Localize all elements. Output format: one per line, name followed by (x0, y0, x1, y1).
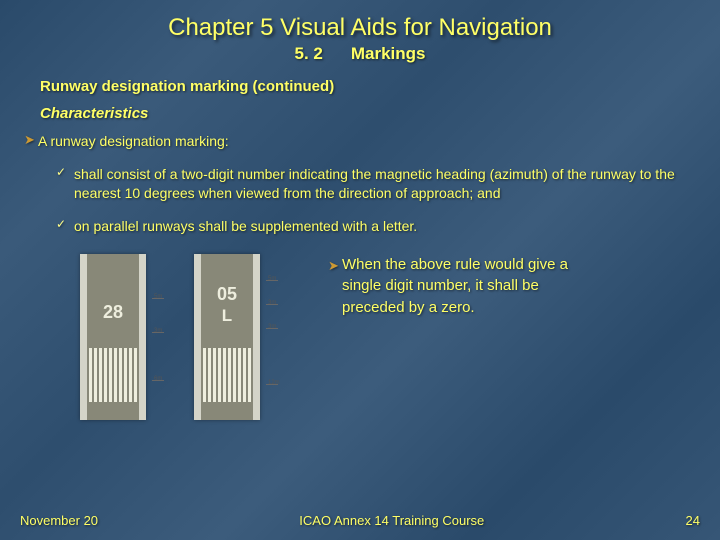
threshold-stripes (203, 348, 251, 402)
runway-right: 05L (194, 254, 260, 420)
runway-letter: L (194, 306, 260, 326)
runway-right-group: 05L 5m 3m 3m 12m (194, 254, 280, 420)
right-note: ➤ When the above rule would give a singl… (328, 254, 598, 319)
section-label: Markings (351, 44, 426, 63)
chapter-title: Chapter 5 Visual Aids for Navigation (20, 14, 700, 42)
bullet-level1: ➤ A runway designation marking: (24, 132, 700, 151)
ruler-label: 5m (154, 294, 162, 300)
threshold-stripes (89, 348, 137, 402)
check-icon: ✓ (56, 165, 74, 179)
section-number: 5. 2 (295, 44, 323, 63)
ruler-label: 3m (268, 300, 276, 306)
ruler-left: 5m 3m 6m (152, 254, 166, 420)
ruler-label: 12m (268, 380, 280, 386)
ruler-label: 3m (268, 324, 276, 330)
bullet-level2: ✓ on parallel runways shall be supplemen… (56, 217, 700, 236)
check-icon: ✓ (56, 217, 74, 231)
main-bullet-text: A runway designation marking: (38, 132, 229, 151)
arrow-icon: ➤ (328, 258, 342, 274)
right-note-text: When the above rule would give a single … (342, 254, 598, 319)
runway-number: 05 (194, 284, 260, 305)
runway-diagram-row: 28 5m 3m 6m 05L 5m 3m 3m 12m ➤ When the above… (80, 254, 700, 420)
bullet-level2: ✓ shall consist of a two-digit number in… (56, 165, 700, 203)
ruler-label: 3m (154, 328, 162, 334)
ruler-label: 5m (268, 276, 276, 282)
footer-date: November 20 (20, 513, 98, 528)
ruler-label: 6m (154, 376, 162, 382)
footer: November 20 ICAO Annex 14 Training Cours… (20, 513, 700, 528)
section-heading: 5. 2 Markings (20, 44, 700, 64)
sub-bullet-text: on parallel runways shall be supplemente… (74, 217, 417, 236)
ruler-right: 5m 3m 3m 12m (266, 254, 280, 420)
topic-title: Runway designation marking (continued) (40, 78, 700, 95)
sub-bullet-text: shall consist of a two-digit number indi… (74, 165, 700, 203)
runway-number: 28 (80, 302, 146, 323)
runway-left: 28 (80, 254, 146, 420)
runway-left-group: 28 5m 3m 6m (80, 254, 166, 420)
arrow-icon: ➤ (24, 132, 38, 148)
footer-page: 24 (686, 513, 700, 528)
footer-course: ICAO Annex 14 Training Course (299, 513, 484, 528)
characteristics-label: Characteristics (40, 105, 700, 122)
